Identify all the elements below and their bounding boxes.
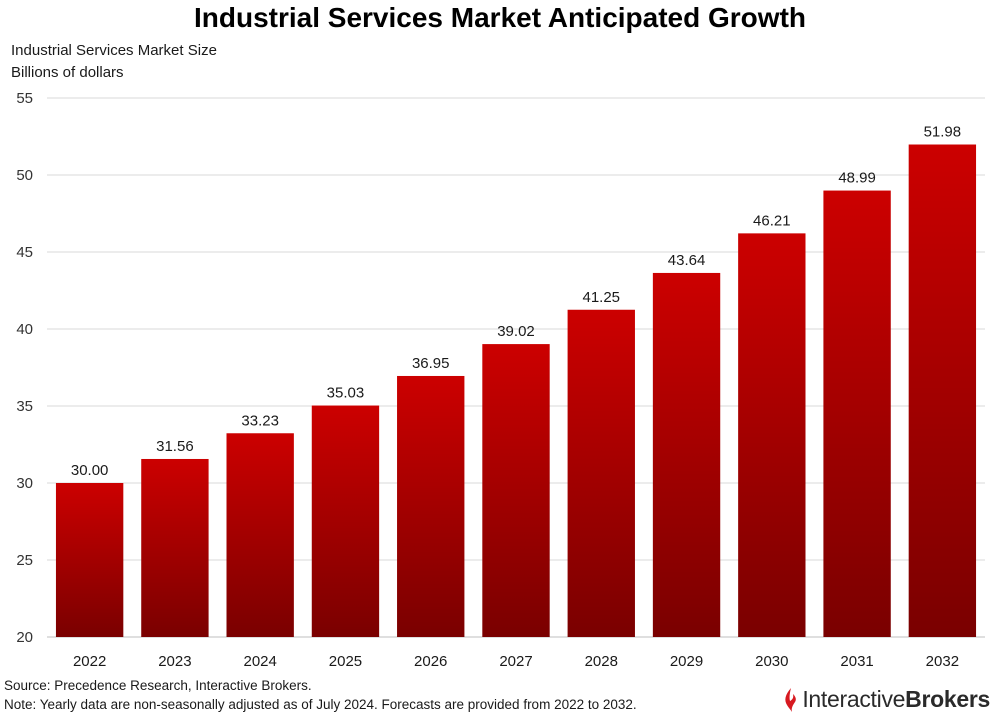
logo-text-brokers: Brokers [905, 686, 990, 712]
bar-2028 [567, 309, 635, 637]
source-note: Source: Precedence Research, Interactive… [4, 678, 312, 693]
bar-2029 [652, 272, 721, 637]
x-tick-label-2032: 2032 [926, 653, 959, 670]
bar-2030 [738, 233, 806, 637]
x-tick-label-2026: 2026 [414, 653, 447, 670]
x-tick-label-2025: 2025 [329, 653, 362, 670]
x-tick-label-2024: 2024 [243, 653, 276, 670]
y-tick-label: 55 [16, 90, 33, 107]
y-axis-label-line-2: Billions of dollars [11, 64, 124, 81]
y-tick-label: 40 [16, 321, 33, 338]
logo-wordmark: InteractiveBrokers [802, 686, 990, 713]
y-axis-label-line-1: Industrial Services Market Size [11, 42, 217, 59]
y-tick-label: 35 [16, 398, 33, 415]
logo-text-interactive: Interactive [802, 686, 906, 712]
x-tick-label-2028: 2028 [585, 653, 618, 670]
bar-chart: 202530354045505530.00202231.56202333.232… [16, 90, 985, 670]
data-label-2023: 31.56 [156, 438, 194, 455]
data-label-2025: 35.03 [327, 385, 365, 402]
data-label-2032: 51.98 [924, 124, 962, 141]
x-tick-label-2029: 2029 [670, 653, 703, 670]
data-label-2030: 46.21 [753, 212, 791, 229]
bar-2023 [141, 458, 209, 637]
footnote: Note: Yearly data are non-seasonally adj… [4, 697, 637, 712]
data-label-2028: 41.25 [582, 289, 620, 306]
x-tick-label-2030: 2030 [755, 653, 788, 670]
data-label-2024: 33.23 [241, 412, 279, 429]
data-label-2022: 30.00 [71, 462, 109, 479]
y-tick-label: 30 [16, 475, 33, 492]
y-tick-label: 20 [16, 629, 33, 646]
chart-title: Industrial Services Market Anticipated G… [193, 2, 806, 33]
bar-2027 [482, 344, 550, 637]
x-tick-label-2022: 2022 [73, 653, 106, 670]
data-label-2031: 48.99 [838, 170, 876, 187]
interactive-brokers-logo: InteractiveBrokers [782, 686, 990, 713]
bar-2025 [311, 405, 380, 637]
y-tick-label: 45 [16, 244, 33, 261]
x-tick-label-2023: 2023 [158, 653, 191, 670]
y-tick-label: 50 [16, 167, 33, 184]
y-tick-label: 25 [16, 552, 33, 569]
x-tick-label-2027: 2027 [499, 653, 532, 670]
bar-2026 [397, 375, 465, 637]
bar-2032 [908, 144, 977, 637]
x-tick-label-2031: 2031 [840, 653, 873, 670]
data-label-2026: 36.95 [412, 355, 450, 372]
bar-2024 [226, 433, 294, 637]
data-label-2027: 39.02 [497, 323, 535, 340]
bar-2022 [55, 483, 124, 637]
data-label-2029: 43.64 [668, 252, 706, 269]
bar-2031 [823, 190, 891, 637]
ib-flame-icon [785, 687, 797, 712]
